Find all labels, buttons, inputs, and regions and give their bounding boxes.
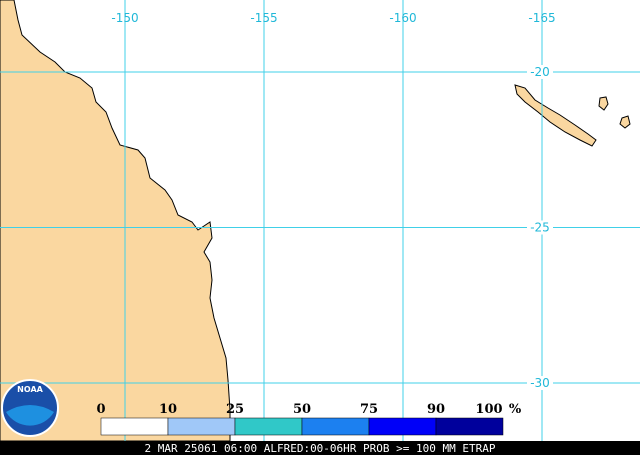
legend-label: 100	[475, 402, 502, 417]
latitude-label: -20	[530, 65, 550, 79]
longitude-label: -150	[111, 11, 138, 25]
latitude-label: -30	[530, 376, 550, 390]
legend-segment	[167, 417, 236, 436]
legend-label: 75	[360, 402, 378, 417]
australia	[0, 0, 231, 442]
legend-label: 90	[427, 402, 445, 417]
logo-wave	[6, 405, 54, 426]
legend: 0 10 25 50 75 90 100%	[96, 402, 522, 436]
label-bg	[527, 65, 553, 79]
longitude-label: -165	[528, 11, 555, 25]
legend-label: 10	[159, 402, 177, 417]
legend-segment	[435, 417, 504, 436]
logo-ring	[1, 379, 59, 437]
legend-label: 25	[226, 402, 244, 417]
island	[598, 96, 609, 111]
longitude-label: -155	[250, 11, 277, 25]
legend-segment	[368, 417, 437, 436]
legend-segment	[301, 417, 370, 436]
legend-segment	[234, 417, 303, 436]
logo-text: NOAA	[17, 385, 43, 394]
footer-text: 2 MAR 25061 06:00 ALFRED:00-06HR PROB >=…	[145, 442, 496, 455]
noaa-logo: NOAA	[1, 379, 59, 437]
label-bg	[527, 220, 553, 235]
longitude-label: -160	[389, 11, 416, 25]
island	[619, 115, 631, 129]
legend-segment	[100, 417, 169, 436]
legend-label: 0	[96, 402, 105, 417]
legend-label: 50	[293, 402, 311, 417]
land	[0, 0, 631, 442]
latitude-label: -25	[530, 221, 550, 235]
legend-unit: %	[509, 402, 522, 417]
footer-bar	[0, 441, 640, 455]
graticule: -150 -155 -160 -165 -20 -25 -30	[0, 0, 640, 441]
label-bg	[527, 376, 553, 390]
